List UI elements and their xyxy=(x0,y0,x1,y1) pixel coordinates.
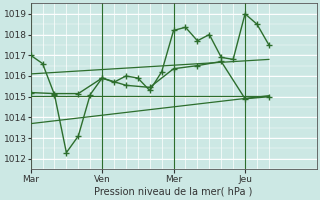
X-axis label: Pression niveau de la mer( hPa ): Pression niveau de la mer( hPa ) xyxy=(94,187,253,197)
